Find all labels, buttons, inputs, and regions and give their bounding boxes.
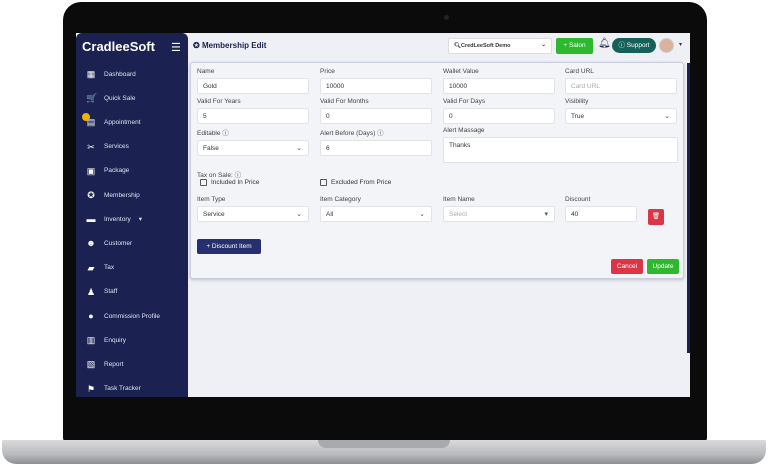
bell-icon[interactable]: 🔔︎ bbox=[598, 38, 611, 49]
valid-days-input[interactable]: 0 bbox=[443, 108, 555, 124]
sidebar-item-label: Commission Profile bbox=[104, 312, 160, 320]
add-salon-button[interactable]: + Salon bbox=[556, 38, 593, 54]
sidebar-item-customer[interactable]: ☻ Customer bbox=[86, 238, 132, 248]
caret-down-icon: ▾ bbox=[138, 216, 143, 224]
chevron-down-icon: ⌄ bbox=[419, 211, 425, 218]
cancel-button[interactable]: Cancel bbox=[611, 259, 643, 274]
sidebar-item-label: Appointment bbox=[104, 118, 141, 126]
sidebar-item-label: Task Tracker bbox=[104, 385, 141, 393]
sidebar-item-appointment[interactable]: ▤ Appointment bbox=[86, 117, 141, 127]
notification-badge bbox=[82, 113, 90, 121]
menu-toggle-icon[interactable]: ☰ bbox=[171, 42, 181, 54]
sidebar-item-staff[interactable]: ♟ Staff bbox=[86, 287, 117, 297]
sidebar-item-label: Package bbox=[104, 167, 130, 175]
valid-years-input[interactable]: 5 bbox=[197, 108, 309, 124]
sidebar-item-label: Staff bbox=[104, 288, 118, 296]
wallet-value-input[interactable]: 10000 bbox=[443, 78, 555, 94]
sidebar-item-task-tracker[interactable]: ⚑ Task Tracker bbox=[86, 384, 141, 394]
dashboard-icon: ▦ bbox=[86, 69, 96, 79]
sidebar-item-membership[interactable]: ✪ Membership bbox=[86, 190, 140, 200]
sidebar-item-commission-profile[interactable]: ● Commission Profile bbox=[86, 311, 160, 321]
discount-input[interactable]: 40 bbox=[565, 206, 637, 222]
sidebar-item-label: Dashboard bbox=[104, 70, 136, 78]
inventory-icon: ▬ bbox=[86, 214, 96, 225]
search-icon: 🔍︎ bbox=[454, 43, 461, 49]
trash-icon: 🗑︎ bbox=[651, 213, 661, 220]
sidebar-item-inventory[interactable]: ▬ Inventory ▾ bbox=[86, 214, 143, 225]
item-type-select[interactable]: Service ⌄ bbox=[197, 206, 309, 222]
branch-select[interactable]: 🔍︎CredLeeSoft Demo ⌄ bbox=[448, 38, 552, 54]
update-button[interactable]: Update bbox=[647, 259, 679, 274]
sidebar-item-label: Membership bbox=[104, 191, 140, 199]
customer-icon: ☻ bbox=[86, 238, 96, 249]
included-in-price-checkbox[interactable]: Included In Price bbox=[200, 179, 259, 186]
sidebar-item-label: Report bbox=[104, 360, 124, 368]
sidebar: CradleeSoft ☰ ▦ Dashboard 🛒 Quick Sale ▤ Appo… bbox=[76, 33, 188, 397]
caret-down-icon: ▾ bbox=[544, 211, 548, 218]
calendar-icon: ▤ bbox=[86, 117, 96, 128]
sidebar-item-label: Services bbox=[104, 143, 129, 151]
chevron-down-icon: ⌄ bbox=[541, 42, 546, 48]
scissors-icon: ✂ bbox=[87, 141, 95, 152]
top-bar: ✪ Membership Edit 🔍︎CredLeeSoft Demo ⌄ + … bbox=[188, 33, 690, 60]
commission-icon: ● bbox=[88, 311, 94, 321]
report-icon: ▧ bbox=[86, 359, 96, 370]
sidebar-item-label: Quick Sale bbox=[104, 94, 136, 102]
sidebar-item-label: Customer bbox=[104, 239, 133, 247]
name-input[interactable]: Gold bbox=[197, 78, 309, 94]
alert-before-input[interactable]: 6 bbox=[320, 140, 432, 156]
add-discount-item-button[interactable]: + Discount Item bbox=[197, 239, 261, 254]
scrollbar[interactable] bbox=[687, 63, 690, 353]
chevron-down-icon: ⌄ bbox=[296, 211, 302, 218]
laptop-notch bbox=[318, 440, 450, 448]
alert-message-textarea[interactable]: Thanks bbox=[443, 137, 678, 163]
avatar[interactable] bbox=[659, 38, 674, 53]
caret-down-icon[interactable]: ▾ bbox=[679, 42, 683, 48]
tax-icon: ▰ bbox=[87, 262, 95, 273]
sidebar-item-label: Enquiry bbox=[104, 336, 127, 344]
sidebar-item-quick-sale[interactable]: 🛒 Quick Sale bbox=[86, 93, 135, 103]
sidebar-item-label: Tax bbox=[104, 264, 115, 272]
card-url-input[interactable]: Card URL bbox=[565, 78, 677, 94]
sidebar-item-services[interactable]: ✂ Services bbox=[86, 142, 129, 152]
task-icon: ⚑ bbox=[86, 383, 96, 394]
membership-icon: ✪ bbox=[193, 41, 202, 50]
page-title: ✪ Membership Edit bbox=[193, 41, 267, 50]
cart-icon: 🛒 bbox=[86, 93, 98, 104]
sidebar-item-report[interactable]: ▧ Report bbox=[86, 359, 124, 369]
logo: CradleeSoft bbox=[82, 39, 155, 54]
sidebar-item-dashboard[interactable]: ▦ Dashboard bbox=[86, 69, 136, 79]
membership-icon: ✪ bbox=[87, 190, 95, 200]
price-input[interactable]: 10000 bbox=[320, 78, 432, 94]
sidebar-item-enquiry[interactable]: ▥ Enquiry bbox=[86, 335, 126, 345]
delete-item-button[interactable]: 🗑︎ bbox=[648, 209, 664, 225]
enquiry-icon: ▥ bbox=[86, 335, 96, 346]
tax-on-sale-label: Tax on Sale: ⓘ bbox=[197, 172, 242, 179]
membership-form: Name Gold Price 10000 Wallet Value 10000 Ca… bbox=[190, 62, 684, 279]
item-category-select[interactable]: All ⌄ bbox=[320, 206, 432, 222]
support-button[interactable]: ⓘ Support bbox=[612, 38, 656, 53]
item-name-select[interactable]: Select ▾ bbox=[443, 206, 555, 222]
staff-icon: ♟ bbox=[86, 286, 96, 297]
sidebar-item-label: Inventory bbox=[104, 215, 131, 223]
package-icon: ▣ bbox=[86, 165, 96, 176]
screen: CradleeSoft ☰ ▦ Dashboard 🛒 Quick Sale ▤ Appo… bbox=[76, 33, 690, 397]
sidebar-item-package[interactable]: ▣ Package bbox=[86, 165, 130, 176]
visibility-select[interactable]: True ⌄ bbox=[565, 108, 677, 124]
valid-months-input[interactable]: 0 bbox=[320, 108, 432, 124]
editable-select[interactable]: False ⌄ bbox=[197, 140, 309, 156]
excluded-from-price-checkbox[interactable]: Excluded From Price bbox=[320, 179, 391, 186]
camera bbox=[444, 15, 449, 20]
chevron-down-icon: ⌄ bbox=[296, 145, 302, 152]
sidebar-item-tax[interactable]: ▰ Tax bbox=[86, 262, 115, 273]
chevron-down-icon: ⌄ bbox=[664, 113, 670, 120]
